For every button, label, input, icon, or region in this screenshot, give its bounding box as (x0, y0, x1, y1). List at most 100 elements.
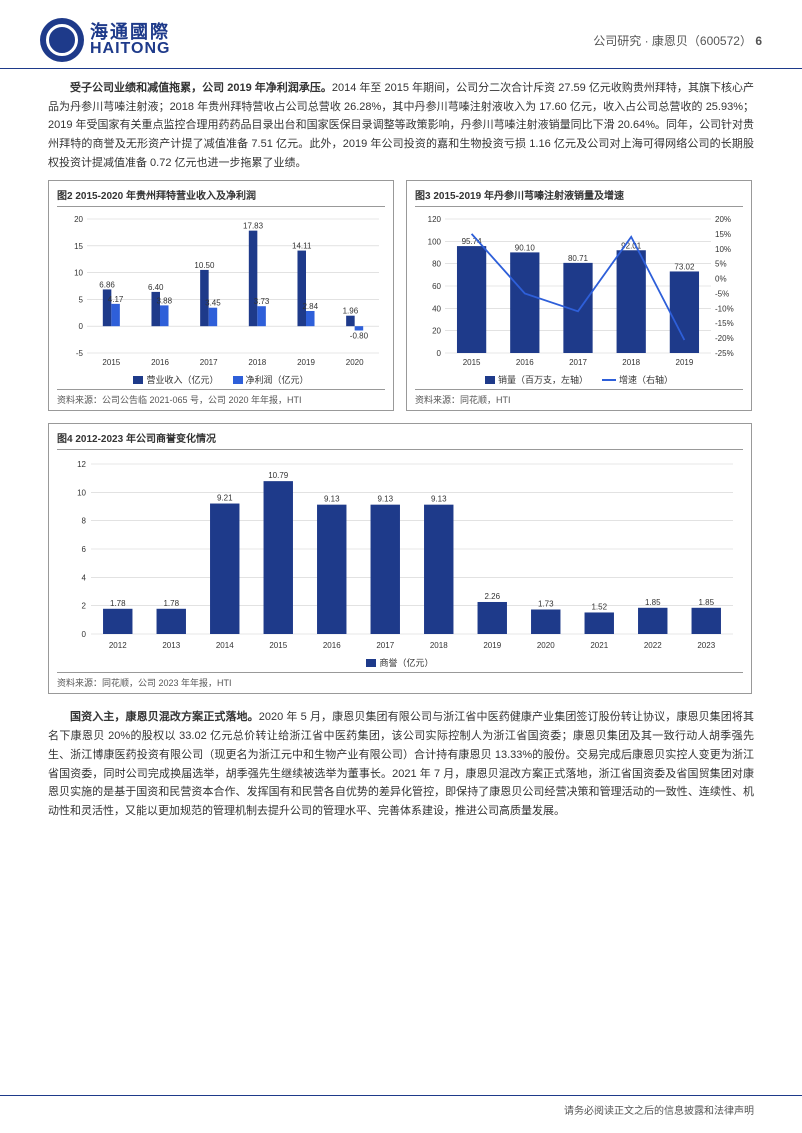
footer-text: 请务必阅读正文之后的信息披露和法律声明 (564, 1106, 754, 1117)
chart4-box: 图4 2012-2023 年公司商誉变化情况 0246810121.782012… (48, 423, 752, 694)
svg-text:60: 60 (432, 282, 441, 291)
logo-en: HAITONG (90, 41, 170, 57)
svg-text:2015: 2015 (463, 358, 481, 367)
svg-text:10%: 10% (715, 245, 731, 254)
svg-text:2019: 2019 (297, 358, 315, 367)
svg-text:1.73: 1.73 (538, 600, 554, 609)
page-footer: 请务必阅读正文之后的信息披露和法律声明 (0, 1095, 802, 1117)
chart2-swatch-0 (133, 376, 143, 384)
paragraph-1: 受子公司业绩和减值拖累，公司 2019 年净利润承压。2014 年至 2015 … (48, 79, 754, 172)
svg-text:2014: 2014 (216, 641, 234, 650)
svg-text:2021: 2021 (590, 641, 608, 650)
svg-text:1.78: 1.78 (163, 599, 179, 608)
chart3-svg: 020406080100120-25%-20%-15%-10%-5%0%5%10… (415, 211, 743, 371)
para1-body: 2014 年至 2015 年期间，公司分二次合计斥资 27.59 亿元收购贵州拜… (48, 82, 754, 169)
svg-text:2017: 2017 (376, 641, 394, 650)
svg-text:6: 6 (82, 545, 87, 554)
chart4-source: 资料来源：同花顺，公司 2023 年年报，HTI (57, 672, 743, 689)
chart2-swatch-1 (233, 376, 243, 384)
svg-text:15: 15 (74, 242, 83, 251)
svg-text:2019: 2019 (676, 358, 694, 367)
page-header: 海通國際 HAITONG 公司研究 · 康恩贝（600572） 6 (0, 0, 802, 69)
chart4-legend-0: 商誉（亿元） (366, 656, 433, 669)
chart3-swatch-line (602, 379, 616, 381)
svg-text:2018: 2018 (248, 358, 266, 367)
logo-cn: 海通國際 (90, 23, 170, 41)
chart2-svg: -5051015206.864.1720156.403.88201610.503… (57, 211, 385, 371)
svg-text:2: 2 (82, 602, 87, 611)
svg-text:14.11: 14.11 (292, 242, 312, 251)
svg-text:2020: 2020 (537, 641, 555, 650)
svg-text:20: 20 (74, 215, 83, 224)
svg-text:20%: 20% (715, 215, 731, 224)
svg-text:2016: 2016 (323, 641, 341, 650)
svg-text:-20%: -20% (715, 335, 734, 344)
chart2-legend-label-0: 营业收入（亿元） (146, 373, 218, 386)
svg-text:100: 100 (428, 238, 442, 247)
para1-lead: 受子公司业绩和减值拖累，公司 2019 年净利润承压。 (70, 82, 332, 94)
chart2-box: 图2 2015-2020 年贵州拜特营业收入及净利润 -5051015206.8… (48, 180, 394, 411)
chart3-source: 资料来源：同花顺，HTI (415, 389, 743, 406)
svg-text:2016: 2016 (151, 358, 169, 367)
svg-text:1.52: 1.52 (591, 603, 607, 612)
svg-text:0: 0 (437, 349, 442, 358)
chart2-title: 图2 2015-2020 年贵州拜特营业收入及净利润 (57, 185, 385, 207)
svg-text:4.17: 4.17 (108, 295, 124, 304)
chart3-legend-line: 增速（右轴） (602, 373, 673, 386)
svg-text:2015: 2015 (102, 358, 120, 367)
svg-text:8: 8 (82, 517, 87, 526)
page-number: 6 (755, 34, 762, 48)
logo-icon (40, 18, 84, 62)
svg-text:20: 20 (432, 327, 441, 336)
para2-lead: 国资入主，康恩贝混改方案正式落地。 (70, 711, 259, 723)
svg-text:-15%: -15% (715, 320, 734, 329)
chart3-box: 图3 2015-2019 年丹参川芎嗪注射液销量及增速 020406080100… (406, 180, 752, 411)
svg-text:10.50: 10.50 (194, 261, 215, 270)
svg-text:6.86: 6.86 (99, 281, 115, 290)
chart2-source: 资料来源：公司公告临 2021-065 号，公司 2020 年年报，HTI (57, 389, 385, 406)
svg-text:80: 80 (432, 260, 441, 269)
brand-logo: 海通國際 HAITONG (40, 18, 170, 62)
chart3-legend: 销量（百万支，左轴） 增速（右轴） (415, 373, 743, 386)
paragraph-2: 国资入主，康恩贝混改方案正式落地。2020 年 5 月，康恩贝集团有限公司与浙江… (48, 708, 754, 820)
chart4-legend-label: 商誉（亿元） (379, 656, 433, 669)
svg-text:10: 10 (77, 489, 86, 498)
svg-text:1.78: 1.78 (110, 599, 126, 608)
svg-text:73.02: 73.02 (674, 263, 695, 272)
svg-text:2023: 2023 (697, 641, 715, 650)
svg-text:4: 4 (82, 574, 87, 583)
breadcrumb: 公司研究 · 康恩贝（600572） 6 (593, 32, 762, 49)
svg-text:0: 0 (82, 630, 87, 639)
svg-text:2020: 2020 (346, 358, 364, 367)
chart3-legend-line-label: 增速（右轴） (619, 373, 673, 386)
breadcrumb-text: 公司研究 · 康恩贝（600572） (593, 34, 752, 48)
svg-text:-5: -5 (76, 349, 84, 358)
para2-body: 2020 年 5 月，康恩贝集团有限公司与浙江省中医药健康产业集团签订股份转让协… (48, 711, 754, 816)
chart-row-1: 图2 2015-2020 年贵州拜特营业收入及净利润 -5 0 5 10 15 20 6.8… (48, 180, 754, 411)
svg-text:2017: 2017 (200, 358, 218, 367)
svg-text:9.13: 9.13 (431, 495, 447, 504)
svg-text:40: 40 (432, 305, 441, 314)
svg-text:2018: 2018 (622, 358, 640, 367)
logo-text: 海通國際 HAITONG (90, 23, 170, 57)
svg-text:10: 10 (74, 269, 83, 278)
svg-text:2.84: 2.84 (302, 302, 318, 311)
svg-text:2018: 2018 (430, 641, 448, 650)
svg-text:3.45: 3.45 (205, 299, 221, 308)
svg-text:2012: 2012 (109, 641, 127, 650)
svg-text:15%: 15% (715, 230, 731, 239)
svg-text:-25%: -25% (715, 349, 734, 358)
svg-text:5%: 5% (715, 260, 727, 269)
svg-text:2.26: 2.26 (484, 592, 500, 601)
chart2-legend-1: 净利润（亿元） (233, 373, 309, 386)
chart2-legend-0: 营业收入（亿元） (133, 373, 218, 386)
svg-text:1.85: 1.85 (698, 598, 714, 607)
svg-text:12: 12 (77, 460, 86, 469)
svg-text:2017: 2017 (569, 358, 587, 367)
svg-text:9.21: 9.21 (217, 494, 233, 503)
svg-text:3.88: 3.88 (156, 297, 172, 306)
page-content: 受子公司业绩和减值拖累，公司 2019 年净利润承压。2014 年至 2015 … (0, 69, 802, 821)
svg-text:5: 5 (79, 296, 84, 305)
svg-text:-5%: -5% (715, 290, 729, 299)
svg-text:90.10: 90.10 (515, 244, 536, 253)
